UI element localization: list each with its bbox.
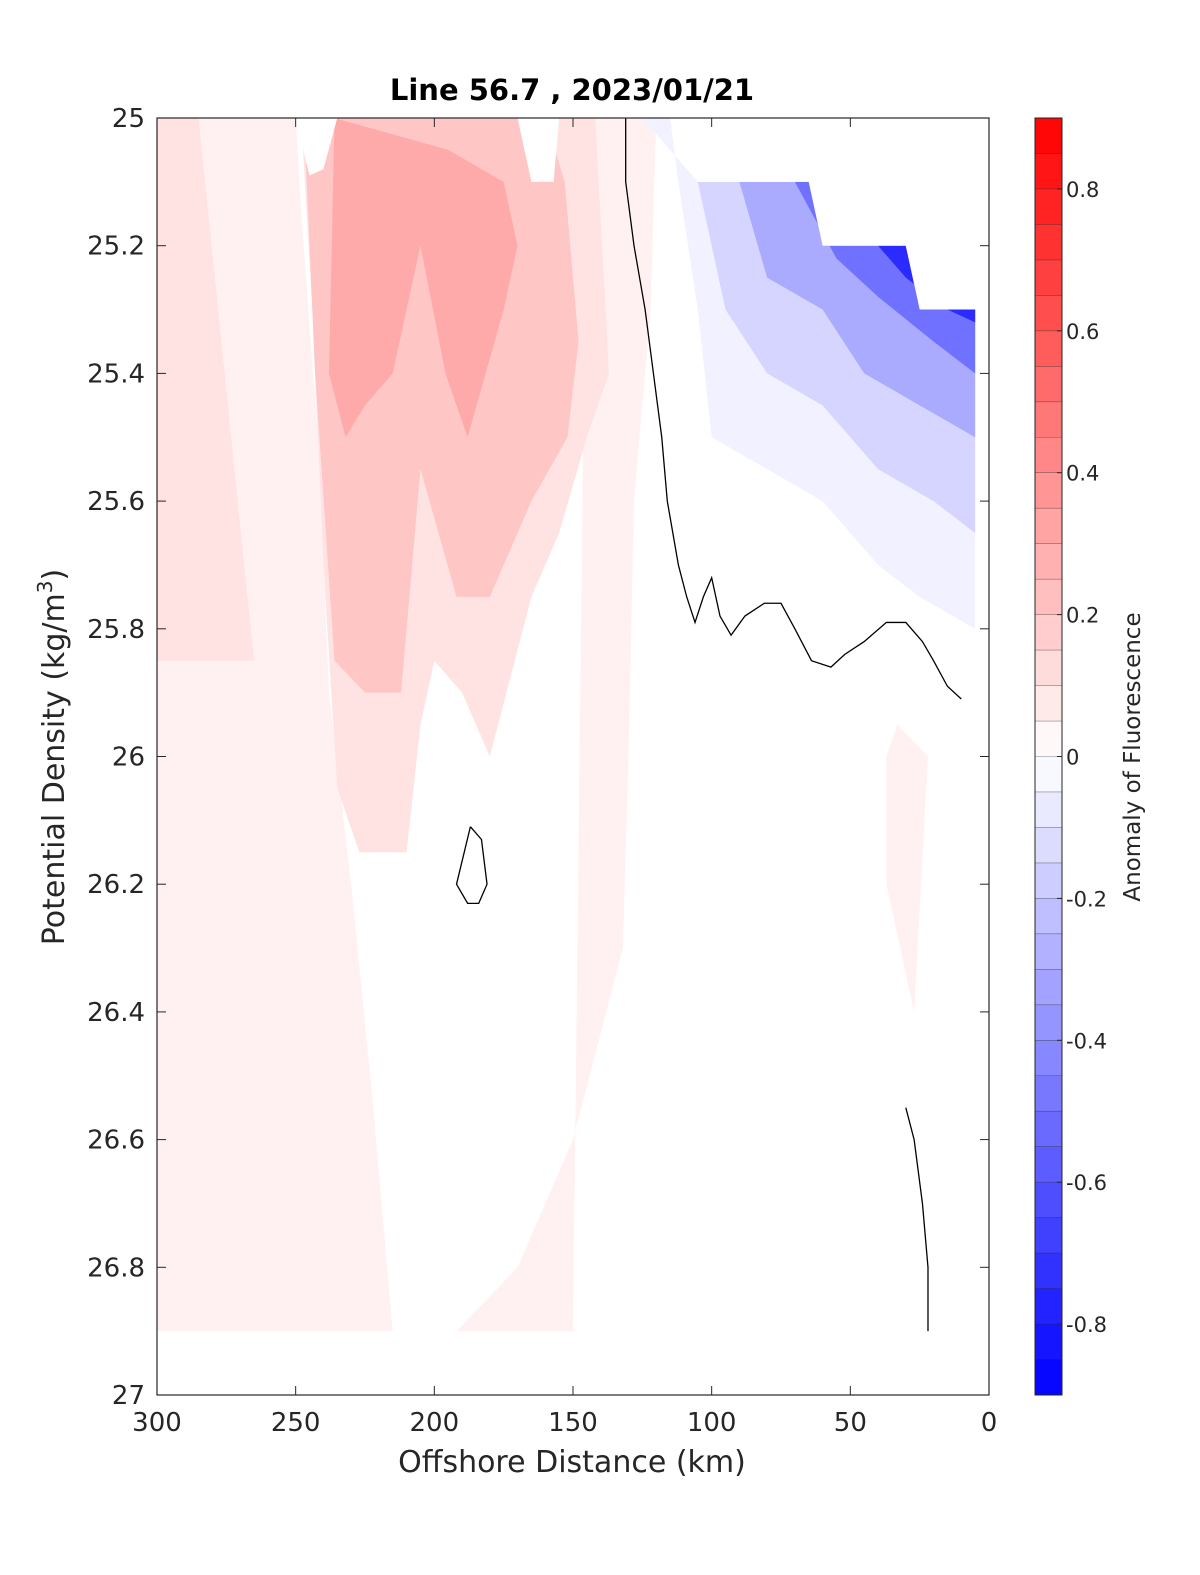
colorbar-level: [1035, 614, 1062, 651]
colorbar-tick-label: 0.8: [1066, 178, 1099, 202]
colorbar-level: [1035, 366, 1062, 403]
colorbar-level: [1035, 224, 1062, 261]
y-axis-label-superscript: 3: [33, 580, 57, 593]
colorbar-level: [1035, 933, 1062, 970]
y-axis-label: Potential Density (kg/m3): [33, 569, 72, 945]
colorbar-level: [1035, 295, 1062, 332]
y-tick-label: 25: [112, 104, 145, 134]
colorbar-level: [1035, 756, 1062, 793]
colorbar-level: [1035, 508, 1062, 545]
colorbar-level: [1035, 1217, 1062, 1254]
colorbar-level: [1035, 1111, 1062, 1148]
colorbar-level: [1035, 579, 1062, 616]
colorbar-level: [1035, 188, 1062, 225]
colorbar-tick-label: 0.6: [1066, 320, 1099, 344]
colorbar-level: [1035, 1324, 1062, 1361]
y-tick-label: 26.2: [87, 870, 145, 900]
zero-contour-line-0: [625, 118, 962, 700]
y-tick-label: 25.4: [87, 359, 145, 389]
x-axis-ticks: 300 250 200 150 100 50 0: [132, 118, 997, 1438]
x-tick-label: 100: [687, 1408, 737, 1438]
colorbar-level: [1035, 827, 1062, 864]
colorbar-level: [1035, 898, 1062, 935]
colorbar-level: [1035, 685, 1062, 722]
colorbar-level: [1035, 1146, 1062, 1183]
y-tick-label: 27: [112, 1381, 145, 1411]
y-tick-label: 25.2: [87, 232, 145, 262]
colorbar-level: [1035, 862, 1062, 899]
masked-region-2: [670, 118, 989, 310]
colorbar-level: [1035, 259, 1062, 296]
colorbar-level: [1035, 791, 1062, 828]
colorbar-level: [1035, 650, 1062, 687]
colorbar-tick-label: -0.4: [1066, 1029, 1107, 1053]
y-tick-label: 26: [112, 743, 145, 773]
colorbar-tick-label: -0.6: [1066, 1171, 1107, 1195]
y-tick-label: 25.6: [87, 487, 145, 517]
colorbar-level: [1035, 330, 1062, 367]
y-axis-ticks: 25 25.2 25.4 25.6 25.8 26 26.2 26.4 26.6 26.8 27: [87, 104, 989, 1411]
contour-region-positive-4: [886, 724, 928, 1012]
colorbar-level: [1035, 543, 1062, 580]
y-axis-label-close: ): [37, 569, 72, 581]
colorbar: [1035, 118, 1062, 1396]
colorbar-tick-label: 0.2: [1066, 604, 1099, 628]
colorbar-level: [1035, 401, 1062, 438]
colorbar-level: [1035, 1075, 1062, 1112]
colorbar-level: [1035, 153, 1062, 190]
masked-region-1: [517, 118, 560, 182]
x-tick-label: 250: [271, 1408, 321, 1438]
colorbar-tick-label: -0.2: [1066, 887, 1107, 911]
zero-contour-line-1: [455, 826, 488, 905]
y-tick-label: 26.8: [87, 1253, 145, 1283]
x-tick-label: 300: [132, 1408, 182, 1438]
colorbar-level: [1035, 437, 1062, 474]
colorbar-level: [1035, 721, 1062, 757]
colorbar-ticks: 0.8 0.6 0.4 0.2 0 -0.2 -0.4 -0.6 -0.8: [1057, 178, 1107, 1337]
zero-contour-lines: [455, 118, 962, 1332]
masked-region-3: [157, 1331, 989, 1395]
x-axis-label: Offshore Distance (km): [398, 1445, 746, 1480]
x-tick-label: 150: [548, 1408, 598, 1438]
contour-region-positive-3: [328, 118, 518, 438]
contour-region-negative-7: [739, 181, 976, 438]
masked-region-0: [295, 118, 338, 176]
colorbar-level: [1035, 1182, 1062, 1219]
x-tick-label: 0: [981, 1408, 998, 1438]
colorbar-level: [1035, 472, 1062, 509]
colorbar-tick-label: -0.8: [1066, 1313, 1107, 1337]
contour-region-negative-9: [878, 245, 976, 323]
x-tick-label: 50: [834, 1408, 867, 1438]
y-tick-label: 26.6: [87, 1126, 145, 1156]
colorbar-level: [1035, 1253, 1062, 1290]
colorbar-level: [1035, 969, 1062, 1006]
x-tick-label: 200: [410, 1408, 460, 1438]
colorbar-level: [1035, 1359, 1062, 1396]
colorbar-level: [1035, 1004, 1062, 1041]
masked-regions: [157, 118, 989, 1395]
contour-region-negative-8: [794, 181, 976, 374]
colorbar-level: [1035, 1288, 1062, 1325]
colorbar-tick-label: 0: [1066, 746, 1079, 770]
colorbar-tick-label: 0.4: [1066, 462, 1099, 486]
chart-title: Line 56.7 , 2023/01/21: [390, 73, 754, 107]
colorbar-level: [1035, 1040, 1062, 1077]
colorbar-level: [1035, 118, 1062, 154]
colorbar-label: Anomaly of Fluorescence: [1120, 612, 1146, 901]
y-axis-label-base: Potential Density (kg/m: [37, 593, 72, 945]
y-tick-label: 25.8: [87, 615, 145, 645]
y-tick-label: 26.4: [87, 998, 145, 1028]
contour-region-positive-0: [157, 118, 657, 1332]
zero-contour-line-2: [905, 1107, 929, 1332]
